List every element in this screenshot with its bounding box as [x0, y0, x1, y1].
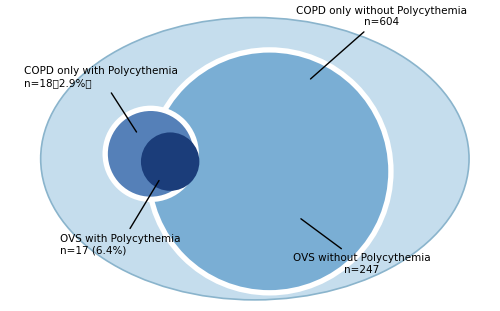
Text: COPD only with Polycythemia
n=18（2.9%）: COPD only with Polycythemia n=18（2.9%）	[24, 66, 178, 132]
Circle shape	[102, 106, 199, 202]
Circle shape	[150, 53, 388, 290]
Text: COPD only without Polycythemia
n=604: COPD only without Polycythemia n=604	[296, 6, 467, 79]
Circle shape	[141, 132, 200, 191]
Text: OVS with Polycythemia
n=17 (6.4%): OVS with Polycythemia n=17 (6.4%)	[60, 181, 180, 255]
Circle shape	[108, 111, 194, 197]
Circle shape	[146, 47, 394, 295]
Text: OVS without Polycythemia
n=247: OVS without Polycythemia n=247	[293, 219, 431, 275]
Ellipse shape	[40, 17, 469, 300]
